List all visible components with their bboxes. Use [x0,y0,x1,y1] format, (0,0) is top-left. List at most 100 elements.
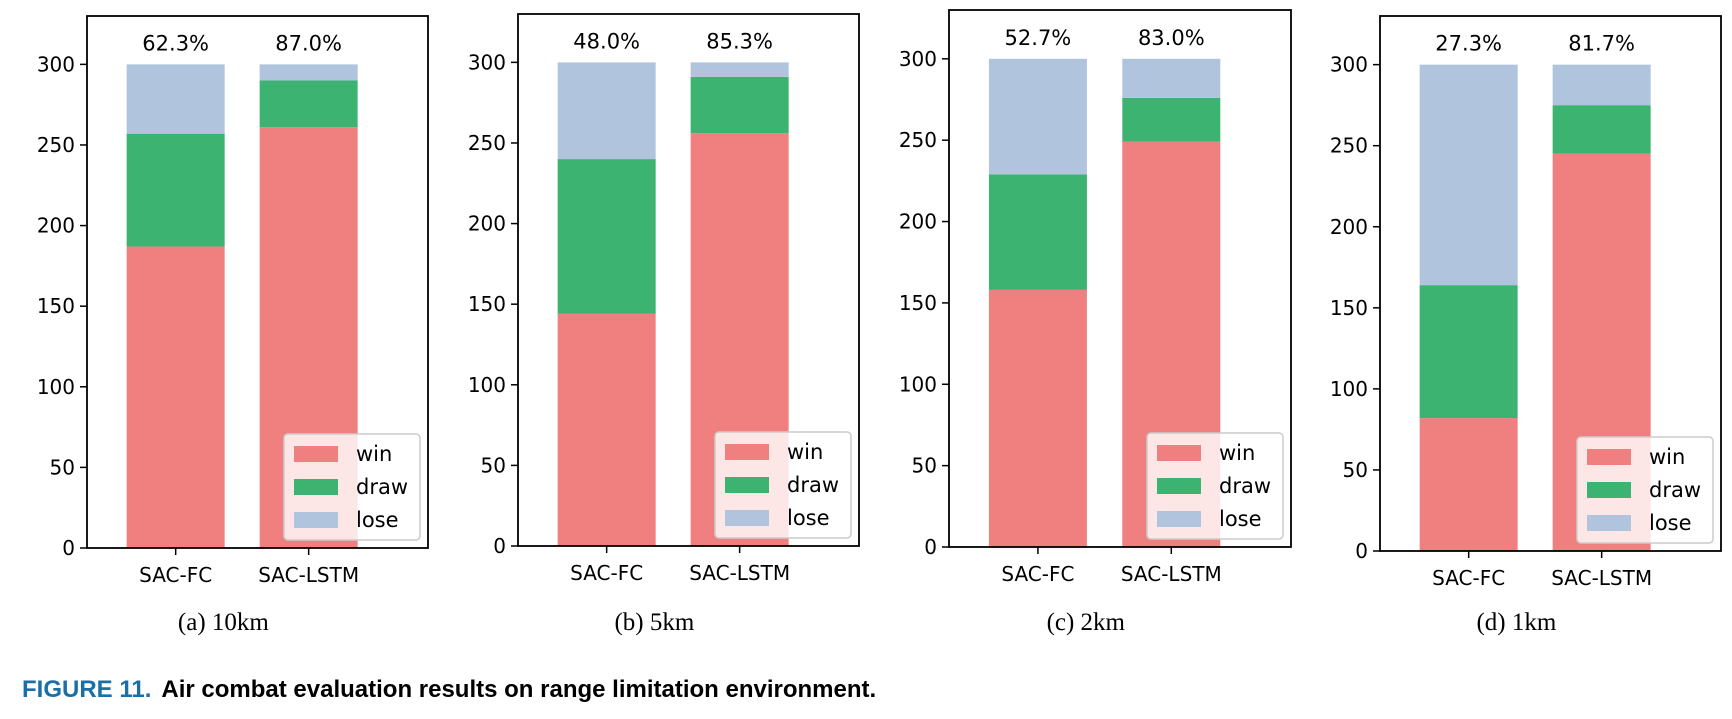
y-tick-label: 100 [37,375,75,399]
bar-draw-sac-lstm [1552,105,1651,154]
bar-lose-sac-lstm [690,62,789,77]
y-tick-label: 250 [37,133,75,157]
legend-swatch-draw [1587,482,1631,498]
bar-lose-sac-lstm [259,64,358,81]
bar-win-sac-fc [988,289,1087,547]
legend: win draw lose [1576,436,1714,544]
y-tick-label: 0 [1355,539,1368,563]
y-tick-label: 250 [1330,134,1368,158]
bar-percent-label: 62.3% [142,31,209,55]
legend-label-lose: lose [356,508,399,532]
y-tick-label: 100 [468,373,506,397]
x-tick-label: SAC-LSTM [258,563,359,587]
y-tick-label: 50 [481,453,506,477]
legend-swatch-lose [294,512,338,528]
legend: win draw lose [714,431,852,539]
x-tick-label: SAC-FC [1432,566,1505,590]
y-tick-label: 50 [1343,458,1368,482]
figure-caption-text: Air combat evaluation results on range l… [161,676,877,703]
legend-label-win: win [787,440,823,464]
x-tick-label: SAC-FC [570,561,643,585]
bar-lose-sac-lstm [1122,58,1221,98]
bar-lose-sac-lstm [1552,64,1651,106]
bar-percent-label: 85.3% [706,29,773,53]
legend-label-win: win [356,442,392,466]
x-tick-label: SAC-LSTM [1551,566,1652,590]
legend-swatch-win [1587,449,1631,465]
legend-label-win: win [1219,441,1255,465]
y-tick-label: 50 [912,454,937,478]
y-tick-label: 0 [62,536,75,560]
axes-frame [948,9,1292,548]
sub-caption: (b) 5km [614,609,694,636]
bar-draw-sac-fc [988,174,1087,290]
axes-frame [517,13,860,547]
legend-label-draw: draw [787,473,839,497]
chart-panel-3: 52.7% SAC-FC 83.0% SAC-LSTM 0 50 100 150 200 250 3… [899,9,1292,636]
chart-panel-1: 62.3% SAC-FC 87.0% SAC-LSTM 0 50 100 150 200 250 3… [37,15,429,636]
sub-caption: (a) 10km [178,609,269,636]
bar-percent-label: 48.0% [573,29,640,53]
x-tick-label: SAC-LSTM [1121,562,1222,586]
figure-number: FIGURE 11. [22,676,152,703]
bar-percent-label: 83.0% [1138,26,1205,50]
y-tick-label: 300 [468,50,506,74]
legend-label-draw: draw [1649,478,1701,502]
chart-panel-2: 48.0% SAC-FC 85.3% SAC-LSTM 0 50 100 150 200 250 3… [468,13,860,636]
bar-draw-sac-lstm [1122,97,1221,142]
bar-win-sac-fc [557,313,656,546]
y-tick-label: 150 [37,294,75,318]
legend-swatch-win [1157,445,1201,461]
bar-win-sac-fc [126,246,225,549]
legend-swatch-lose [725,510,769,526]
y-tick-label: 250 [468,131,506,155]
y-tick-label: 0 [924,535,937,559]
legend-swatch-win [294,446,338,462]
y-tick-label: 300 [899,47,937,71]
y-tick-label: 50 [50,455,75,479]
legend-swatch-draw [294,479,338,495]
y-tick-label: 300 [1330,53,1368,77]
x-tick-label: SAC-LSTM [689,561,790,585]
legend-swatch-draw [1157,478,1201,494]
sub-caption: (c) 2km [1047,609,1126,636]
bar-draw-sac-fc [126,133,225,247]
legend-swatch-lose [1157,511,1201,527]
figure-caption: FIGURE 11. Air combat evaluation results … [22,676,876,704]
bar-draw-sac-fc [1419,285,1518,419]
chart-panel-4: 27.3% SAC-FC 81.7% SAC-LSTM 0 50 100 150 200 250 3… [1330,15,1722,636]
bar-draw-sac-fc [557,159,656,314]
y-tick-label: 200 [1330,215,1368,239]
bar-percent-label: 81.7% [1568,32,1635,56]
legend-label-lose: lose [1649,511,1692,535]
bar-lose-sac-fc [1419,64,1518,286]
y-tick-label: 300 [37,52,75,76]
x-tick-label: SAC-FC [1001,562,1074,586]
y-tick-label: 200 [468,212,506,236]
y-tick-label: 100 [899,372,937,396]
y-tick-label: 200 [37,214,75,238]
bar-percent-label: 87.0% [275,31,342,55]
sub-caption: (d) 1km [1476,609,1556,636]
axes-frame [86,15,429,549]
y-tick-label: 250 [899,128,937,152]
legend-label-lose: lose [787,506,830,530]
y-tick-label: 150 [468,292,506,316]
legend: win draw lose [283,433,421,541]
legend-swatch-lose [1587,515,1631,531]
axes-frame [1379,15,1722,552]
y-tick-label: 150 [1330,296,1368,320]
legend-label-win: win [1649,445,1685,469]
y-tick-label: 0 [493,534,506,558]
bar-lose-sac-fc [988,58,1087,175]
y-tick-label: 100 [1330,377,1368,401]
y-tick-label: 200 [899,210,937,234]
legend: win draw lose [1146,432,1284,540]
x-tick-label: SAC-FC [139,563,212,587]
bar-lose-sac-fc [126,64,225,134]
legend-label-draw: draw [1219,474,1271,498]
bar-percent-label: 27.3% [1435,32,1502,56]
bar-win-sac-fc [1419,418,1518,551]
y-tick-label: 150 [899,291,937,315]
